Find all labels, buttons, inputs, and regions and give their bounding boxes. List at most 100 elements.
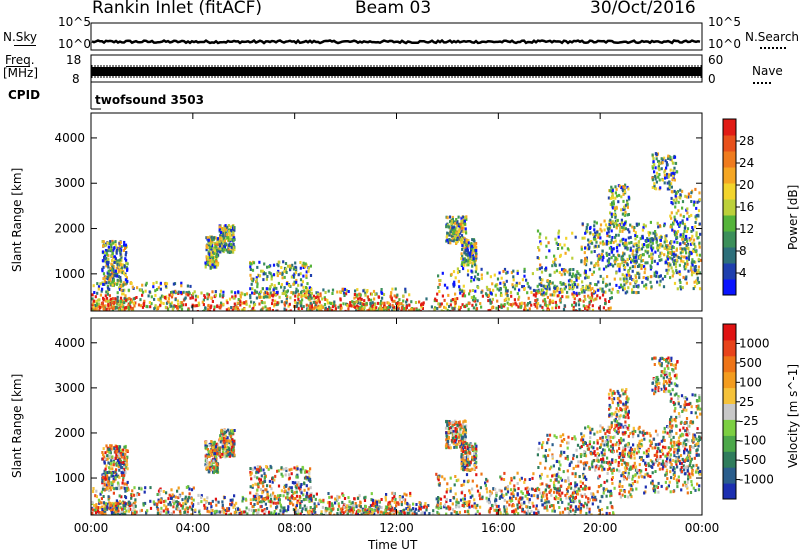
- echo-cell: [615, 187, 618, 191]
- echo-cell: [291, 291, 295, 295]
- echo-cell: [573, 281, 576, 284]
- echo-cell: [578, 291, 581, 295]
- echo-cell: [598, 267, 601, 271]
- echo-cell: [240, 510, 243, 514]
- echo-cell: [218, 228, 221, 231]
- echo-cell: [128, 504, 132, 508]
- echo-cell: [592, 232, 595, 236]
- echo-cell: [559, 243, 562, 247]
- echo-cell: [662, 285, 666, 289]
- echo-cell: [224, 224, 227, 228]
- echo-cell: [225, 248, 228, 252]
- echo-cell: [298, 301, 301, 305]
- echo-cell: [500, 306, 503, 309]
- echo-cell: [125, 509, 128, 513]
- echo-cell: [283, 486, 286, 489]
- echo-cell: [297, 486, 300, 490]
- echo-cell: [461, 261, 464, 265]
- echo-cell: [646, 261, 649, 265]
- echo-cell: [633, 226, 636, 229]
- echo-cell: [117, 303, 120, 307]
- echo-cell: [631, 252, 634, 256]
- echo-cell: [526, 309, 529, 311]
- echo-cell: [679, 285, 682, 289]
- echo-cell: [254, 509, 258, 512]
- echo-cell: [92, 301, 95, 305]
- echo-cell: [104, 481, 107, 485]
- echo-cell: [650, 252, 653, 256]
- echo-cell: [249, 470, 252, 474]
- echo-cell: [593, 220, 596, 224]
- echo-cell: [400, 306, 403, 310]
- echo-cell: [518, 302, 521, 306]
- echo-cell: [499, 287, 502, 291]
- echo-cell: [633, 259, 636, 263]
- echo-cell: [545, 266, 548, 270]
- echo-cell: [666, 271, 669, 275]
- echo-cell: [140, 508, 143, 512]
- echo-cell: [505, 279, 508, 283]
- echo-cell: [684, 194, 687, 198]
- echo-cell: [171, 493, 174, 497]
- echo-cell: [202, 303, 205, 307]
- echo-cell: [626, 246, 629, 250]
- echo-cell: [118, 487, 121, 491]
- echo-cell: [308, 494, 311, 498]
- echo-cell: [640, 266, 643, 270]
- echo-cell: [355, 300, 358, 304]
- echo-cell: [656, 246, 659, 250]
- echo-cell: [559, 300, 562, 304]
- echo-cell: [671, 257, 674, 261]
- echo-cell: [359, 302, 362, 305]
- echo-cell: [110, 271, 114, 275]
- echo-cell: [197, 301, 200, 305]
- echo-cell: [618, 229, 621, 233]
- echo-cell: [615, 246, 619, 250]
- echo-cell: [309, 480, 312, 483]
- echo-cell: [697, 271, 700, 275]
- echo-cell: [170, 304, 173, 308]
- echo-cell: [316, 308, 319, 311]
- echo-cell: [251, 505, 254, 509]
- echo-cell: [101, 475, 104, 479]
- echo-cell: [677, 256, 680, 259]
- echo-cell: [460, 226, 464, 230]
- echo-cell: [110, 511, 113, 515]
- echo-cell: [226, 236, 229, 240]
- echo-cell: [354, 289, 357, 293]
- echo-cell: [274, 512, 277, 515]
- echo-cell: [553, 284, 556, 288]
- echo-cell: [670, 223, 673, 227]
- echo-cell: [524, 304, 527, 308]
- echo-cell: [684, 266, 687, 270]
- echo-cell: [471, 303, 474, 307]
- echo-cell: [632, 278, 635, 282]
- echo-cell: [101, 479, 104, 483]
- echo-cell: [280, 472, 283, 476]
- echo-cell: [665, 268, 668, 272]
- echo-cell: [532, 293, 535, 297]
- echo-cell: [626, 205, 629, 209]
- echo-cell: [300, 483, 303, 486]
- echo-cell: [620, 221, 623, 225]
- echo-cell: [231, 445, 234, 449]
- echo-cell: [558, 271, 561, 274]
- echo-cell: [214, 293, 217, 297]
- echo-cell: [546, 306, 549, 310]
- echo-cell: [204, 265, 207, 269]
- echo-cell: [621, 229, 624, 233]
- echo-cell: [580, 260, 583, 264]
- echo-cell: [120, 466, 124, 470]
- echo-cell: [602, 280, 605, 284]
- echo-cell: [93, 508, 96, 512]
- echo-cell: [446, 231, 449, 235]
- echo-cell: [404, 309, 407, 311]
- echo-cell: [210, 449, 213, 453]
- echo-cell: [119, 246, 122, 250]
- echo-cell: [104, 451, 107, 455]
- echo-cell: [249, 287, 252, 291]
- echo-cell: [601, 240, 605, 244]
- echo-cell: [670, 190, 673, 194]
- echo-cell: [283, 307, 286, 311]
- echo-cell: [263, 301, 266, 305]
